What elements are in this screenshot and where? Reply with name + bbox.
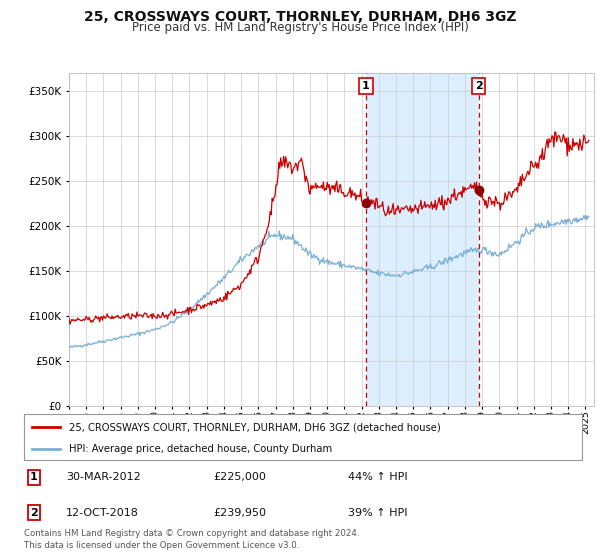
Text: 39% ↑ HPI: 39% ↑ HPI [347,507,407,517]
Text: 2: 2 [475,81,482,91]
Text: £239,950: £239,950 [214,507,267,517]
Text: HPI: Average price, detached house, County Durham: HPI: Average price, detached house, Coun… [68,444,332,454]
Text: 2: 2 [30,507,38,517]
Text: £225,000: £225,000 [214,473,266,483]
Text: 30-MAR-2012: 30-MAR-2012 [66,473,140,483]
Text: 1: 1 [30,473,38,483]
Text: 25, CROSSWAYS COURT, THORNLEY, DURHAM, DH6 3GZ (detached house): 25, CROSSWAYS COURT, THORNLEY, DURHAM, D… [68,422,440,432]
Text: Price paid vs. HM Land Registry's House Price Index (HPI): Price paid vs. HM Land Registry's House … [131,21,469,34]
Bar [366,73,478,406]
Text: 25, CROSSWAYS COURT, THORNLEY, DURHAM, DH6 3GZ: 25, CROSSWAYS COURT, THORNLEY, DURHAM, D… [84,10,516,24]
Text: Contains HM Land Registry data © Crown copyright and database right 2024.
This d: Contains HM Land Registry data © Crown c… [24,529,359,550]
Text: 1: 1 [362,81,370,91]
Text: 44% ↑ HPI: 44% ↑ HPI [347,473,407,483]
Text: 12-OCT-2018: 12-OCT-2018 [66,507,139,517]
